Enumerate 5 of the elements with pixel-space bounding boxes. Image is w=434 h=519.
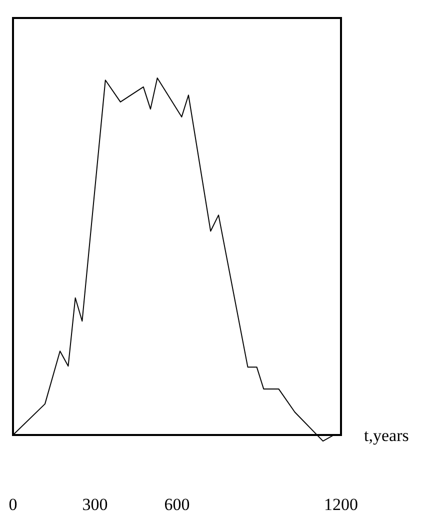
x-tick-label: 300 [82,495,108,514]
x-tick-label: 1200 [324,495,358,514]
x-axis-title: t,years [364,426,409,445]
x-tick-label: 0 [8,495,18,514]
x-tick-label: 600 [164,495,190,514]
